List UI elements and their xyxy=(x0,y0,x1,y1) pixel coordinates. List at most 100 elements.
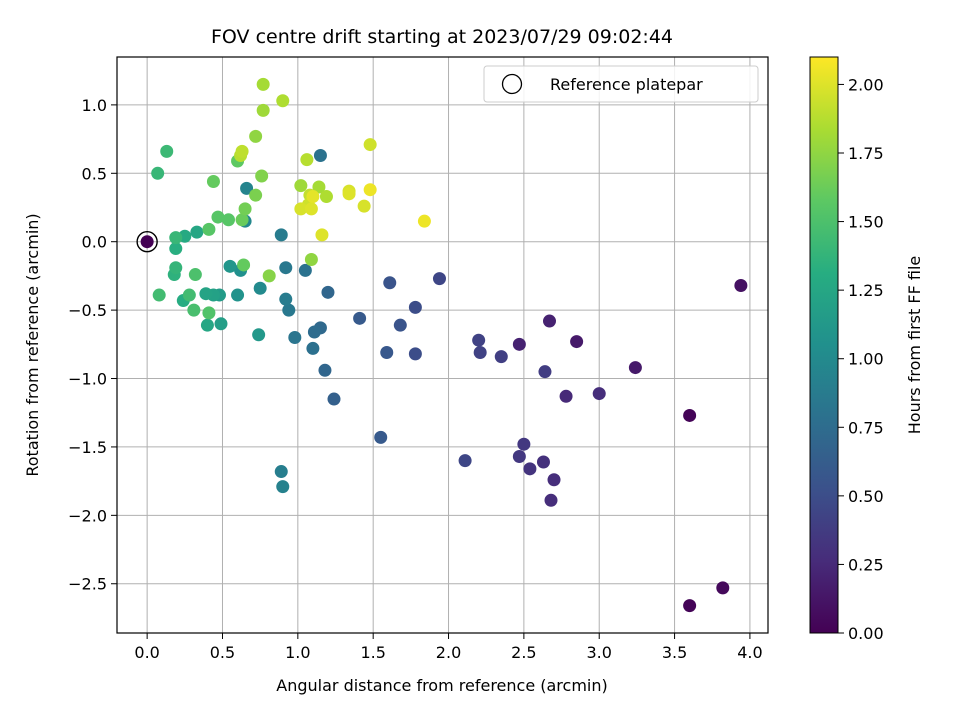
colorbar-tick-label: 1.75 xyxy=(848,144,884,163)
data-point xyxy=(592,387,606,401)
data-point xyxy=(140,235,154,249)
y-tick-label: 1.0 xyxy=(82,96,107,115)
data-point xyxy=(312,180,326,194)
data-point xyxy=(683,599,697,613)
x-tick-label: 1.5 xyxy=(360,643,385,662)
data-point xyxy=(276,94,290,108)
data-point xyxy=(298,263,312,277)
data-point xyxy=(282,303,296,317)
data-point xyxy=(169,231,183,245)
data-point xyxy=(202,222,216,236)
y-tick-label: 0.0 xyxy=(82,233,107,252)
colorbar-tick-label: 0.75 xyxy=(848,418,884,437)
y-tick-label: −1.5 xyxy=(68,438,107,457)
data-point xyxy=(300,153,314,167)
data-point xyxy=(306,190,320,204)
data-point xyxy=(235,144,249,158)
data-point xyxy=(187,303,201,317)
x-tick-label: 2.5 xyxy=(511,643,536,662)
colorbar-gradient xyxy=(809,56,839,634)
data-point xyxy=(256,77,270,91)
data-point xyxy=(202,306,216,320)
data-point xyxy=(253,281,267,295)
data-point xyxy=(547,473,561,487)
x-tick-label: 0.5 xyxy=(210,643,235,662)
legend-marker xyxy=(501,73,523,95)
colorbar-tick-label: 2.00 xyxy=(848,75,884,94)
data-point xyxy=(200,318,214,332)
y-tick-label: −1.0 xyxy=(68,370,107,389)
x-tick-label: 1.0 xyxy=(285,643,310,662)
data-point xyxy=(211,210,225,224)
data-point xyxy=(313,149,327,163)
data-point xyxy=(188,268,202,282)
x-tick-label: 2.0 xyxy=(436,643,461,662)
colorbar-tick-label: 0.25 xyxy=(848,555,884,574)
data-point xyxy=(206,175,220,189)
data-point xyxy=(380,346,394,360)
data-point xyxy=(231,288,245,302)
data-point xyxy=(240,181,254,195)
data-point xyxy=(288,330,302,344)
data-point xyxy=(432,272,446,286)
data-point xyxy=(393,318,407,332)
data-point xyxy=(294,202,308,216)
legend-entry-reference: Reference platepar xyxy=(550,75,703,94)
data-point xyxy=(279,261,293,275)
y-tick-label: −2.0 xyxy=(68,506,107,525)
data-point xyxy=(315,228,329,242)
data-point xyxy=(472,333,486,347)
data-point xyxy=(199,287,213,301)
data-point xyxy=(274,465,288,479)
data-point xyxy=(304,252,318,266)
data-point xyxy=(237,258,251,272)
data-point xyxy=(417,214,431,228)
data-point xyxy=(544,493,558,507)
y-tick-label: 0.5 xyxy=(82,164,107,183)
x-tick-label: 3.5 xyxy=(662,643,687,662)
grid xyxy=(117,57,768,633)
data-point xyxy=(683,408,697,422)
y-tick-label: −2.5 xyxy=(68,575,107,594)
data-point xyxy=(327,392,341,406)
data-point xyxy=(235,213,249,227)
data-points xyxy=(136,77,748,613)
data-point xyxy=(363,138,377,152)
data-point xyxy=(249,129,263,143)
data-point xyxy=(353,311,367,325)
x-axis-ticks: 0.0 0.5 1.0 1.5 2.0 2.5 3.0 3.5 4.0 xyxy=(134,633,763,662)
data-point xyxy=(276,480,290,494)
data-point xyxy=(383,276,397,290)
data-point xyxy=(152,288,166,302)
x-tick-label: 0.0 xyxy=(134,643,159,662)
data-point xyxy=(249,188,263,202)
data-point xyxy=(169,242,183,256)
colorbar: 0.00 0.25 0.50 0.75 1.00 1.25 1.50 1.75 2.00 Hou… xyxy=(809,56,924,643)
data-point xyxy=(279,292,293,306)
data-point xyxy=(628,361,642,375)
colorbar-tick-label: 0.00 xyxy=(848,624,884,643)
data-point xyxy=(374,430,388,444)
data-point xyxy=(363,183,377,197)
data-point xyxy=(190,225,204,239)
legend: Reference platepar xyxy=(483,65,759,103)
data-point xyxy=(321,285,335,299)
data-point xyxy=(559,389,573,403)
chart-title: FOV centre drift starting at 2023/07/29 … xyxy=(211,26,673,48)
data-point xyxy=(570,335,584,349)
colorbar-tick-label: 1.00 xyxy=(848,350,884,369)
x-axis-label: Angular distance from reference (arcmin) xyxy=(276,676,607,695)
data-point xyxy=(223,259,237,273)
data-point xyxy=(238,202,252,216)
data-point xyxy=(318,363,332,377)
legend-box xyxy=(483,65,759,103)
x-tick-label: 4.0 xyxy=(737,643,762,662)
data-point xyxy=(523,462,537,476)
colorbar-ticks: 0.00 0.25 0.50 0.75 1.00 1.25 1.50 1.75 2.00 xyxy=(838,75,884,643)
data-point xyxy=(734,278,748,292)
colorbar-tick-label: 1.50 xyxy=(848,213,884,232)
data-point xyxy=(542,314,556,328)
data-point xyxy=(169,261,183,275)
y-axis-label: Rotation from reference (arcmin) xyxy=(23,213,42,476)
